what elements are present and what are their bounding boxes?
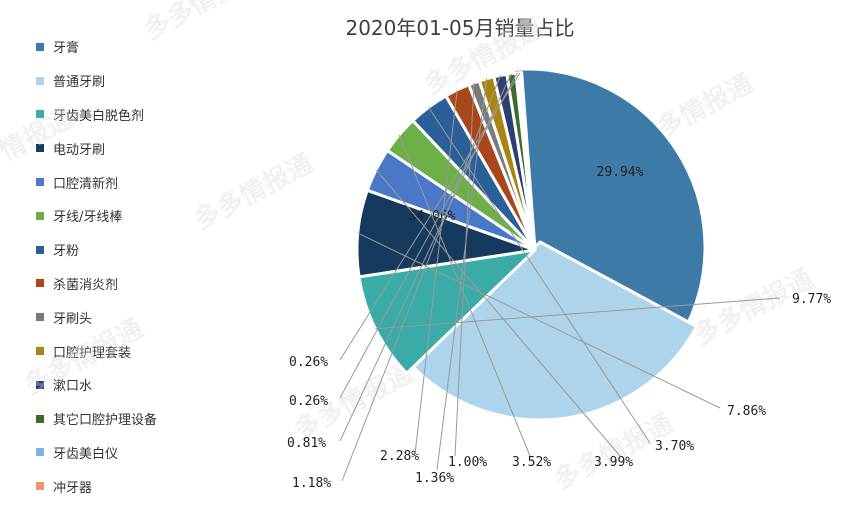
legend-label: 牙齿美白仪 <box>53 446 119 462</box>
data-label: 3.99% <box>594 455 633 470</box>
legend-label: 杀菌消炎剂 <box>53 277 119 293</box>
legend-label: 牙膏 <box>53 41 80 57</box>
leader-line <box>414 89 458 455</box>
legend-swatch <box>36 347 44 356</box>
legend-label: 其它口腔护理设备 <box>53 413 158 429</box>
legend-swatch <box>36 313 44 322</box>
legend-label: 牙齿美白脱色剂 <box>53 108 145 124</box>
legend-item: 牙膏 <box>36 30 157 64</box>
leader-line <box>398 134 531 457</box>
legend-item: 牙刷头 <box>36 300 157 334</box>
legend-item: 口腔清新剂 <box>36 165 157 199</box>
legend-label: 电动牙刷 <box>53 142 106 158</box>
legend-item: 其它口腔护理设备 <box>36 402 157 436</box>
legend-item: 电动牙刷 <box>36 131 157 165</box>
legend-swatch <box>36 211 44 220</box>
data-label: 1.18% <box>292 476 331 491</box>
leader-line <box>454 82 475 457</box>
legend-label: 牙刷头 <box>53 311 93 327</box>
pie-slice <box>512 67 707 333</box>
data-label: 7.86% <box>727 404 766 419</box>
data-label: 0.81% <box>287 436 326 451</box>
leader-line <box>339 72 518 399</box>
legend-swatch <box>36 482 44 491</box>
data-label: 2.28% <box>380 449 419 464</box>
legend-label: 普通牙刷 <box>53 75 106 91</box>
legend-item: 冲牙器 <box>36 469 157 503</box>
legend-item: 牙齿美白仪 <box>36 436 157 470</box>
chart-title: 2020年01-05月销量占比 <box>345 16 575 40</box>
legend-swatch <box>36 448 44 457</box>
legend-swatch <box>36 279 44 288</box>
legend-item: 漱口水 <box>36 368 157 402</box>
watermark-text: 多多情报通 <box>139 0 268 46</box>
watermark-text: 多多情报通 <box>19 313 148 401</box>
data-label: 0.26% <box>289 355 328 370</box>
legend-swatch <box>36 178 44 187</box>
leader-line <box>339 72 521 361</box>
legend-label: 冲牙器 <box>53 480 93 496</box>
pie-slice <box>410 240 699 422</box>
legend-swatch <box>36 144 44 153</box>
legend-swatch <box>36 414 44 423</box>
watermark-text: 多多情报通 <box>0 103 78 191</box>
chart-legend: 牙膏普通牙刷牙齿美白脱色剂 电动牙刷口腔清新剂牙线/牙线棒 牙粉杀菌消炎剂牙刷头口腔… <box>36 30 157 503</box>
data-label: 3.70% <box>655 439 694 454</box>
legend-label: 口腔清新剂 <box>53 176 119 192</box>
data-label: 3.52% <box>512 455 551 470</box>
legend-item: 牙齿美白脱色剂 <box>36 98 157 132</box>
leader-line <box>375 169 621 457</box>
legend-item: 杀菌消炎剂 <box>36 267 157 301</box>
legend-swatch <box>36 76 44 85</box>
legend-item: 牙粉 <box>36 233 157 267</box>
legend-swatch <box>36 42 44 51</box>
leader-line <box>375 297 781 330</box>
leader-line <box>341 75 501 482</box>
legend-swatch <box>36 245 44 254</box>
data-label: 0.26% <box>289 394 328 409</box>
legend-label: 牙线/牙线棒 <box>53 210 123 226</box>
leader-line <box>357 232 721 409</box>
legend-label: 漱口水 <box>53 379 93 395</box>
leader-line <box>339 73 512 442</box>
legend-item: 普通牙刷 <box>36 64 157 98</box>
data-label: 29.94% <box>597 165 644 180</box>
legend-label: 牙粉 <box>53 244 80 260</box>
legend-item: 口腔护理套装 <box>36 334 157 368</box>
watermark-text: 多多情报通 <box>189 148 318 236</box>
legend-swatch <box>36 380 44 389</box>
data-label: 9.77% <box>792 292 831 307</box>
leader-line <box>428 107 651 444</box>
legend-label: 口腔护理套装 <box>53 345 132 361</box>
data-label: 1.00% <box>448 455 487 470</box>
legend-swatch <box>36 110 44 119</box>
legend-item: 牙线/牙线棒 <box>36 199 157 233</box>
data-label: 1.36% <box>415 471 454 486</box>
